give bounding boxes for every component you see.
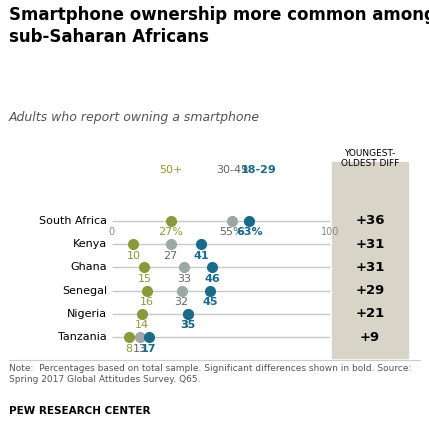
Text: 50+: 50+ bbox=[159, 165, 182, 175]
Text: 55%: 55% bbox=[220, 227, 244, 237]
Text: 27: 27 bbox=[163, 250, 178, 261]
Text: Note:  Percentages based on total sample. Significant differences shown in bold.: Note: Percentages based on total sample.… bbox=[9, 364, 411, 384]
Text: +36: +36 bbox=[355, 214, 385, 227]
Text: 14: 14 bbox=[135, 320, 149, 331]
Text: 15: 15 bbox=[137, 274, 151, 284]
Text: 45: 45 bbox=[202, 297, 218, 307]
Text: YOUNGEST-
OLDEST DIFF: YOUNGEST- OLDEST DIFF bbox=[341, 149, 399, 169]
Text: +21: +21 bbox=[355, 308, 385, 320]
Text: 32: 32 bbox=[175, 297, 189, 307]
Text: 46: 46 bbox=[204, 274, 220, 284]
Text: 10: 10 bbox=[127, 250, 140, 261]
Text: 30-49: 30-49 bbox=[216, 165, 248, 175]
Text: +31: +31 bbox=[355, 261, 385, 274]
Text: 35: 35 bbox=[181, 320, 196, 331]
Text: Kenya: Kenya bbox=[73, 239, 107, 249]
Text: South Africa: South Africa bbox=[39, 216, 107, 226]
Text: Adults who report owning a smartphone: Adults who report owning a smartphone bbox=[9, 111, 260, 124]
Text: PEW RESEARCH CENTER: PEW RESEARCH CENTER bbox=[9, 406, 150, 415]
Text: 35: 35 bbox=[181, 320, 195, 331]
Text: +31: +31 bbox=[355, 238, 385, 250]
Text: 17: 17 bbox=[141, 344, 157, 354]
Text: 0: 0 bbox=[109, 227, 115, 237]
Text: Senegal: Senegal bbox=[62, 286, 107, 296]
Text: Nigeria: Nigeria bbox=[67, 309, 107, 319]
Text: +29: +29 bbox=[355, 284, 385, 297]
Text: 16: 16 bbox=[139, 297, 154, 307]
Text: 63%: 63% bbox=[236, 227, 263, 237]
Text: 100: 100 bbox=[321, 227, 339, 237]
Text: 8: 8 bbox=[125, 344, 133, 354]
Text: 33: 33 bbox=[177, 274, 191, 284]
Text: Smartphone ownership more common among younger
sub-Saharan Africans: Smartphone ownership more common among y… bbox=[9, 6, 429, 46]
Text: +9: +9 bbox=[360, 331, 380, 344]
Text: 41: 41 bbox=[193, 250, 209, 261]
Text: Tanzania: Tanzania bbox=[58, 332, 107, 342]
Text: 27%: 27% bbox=[158, 227, 183, 237]
Text: 13: 13 bbox=[133, 344, 147, 354]
Text: 18-29: 18-29 bbox=[240, 165, 276, 175]
Text: Ghana: Ghana bbox=[70, 262, 107, 272]
